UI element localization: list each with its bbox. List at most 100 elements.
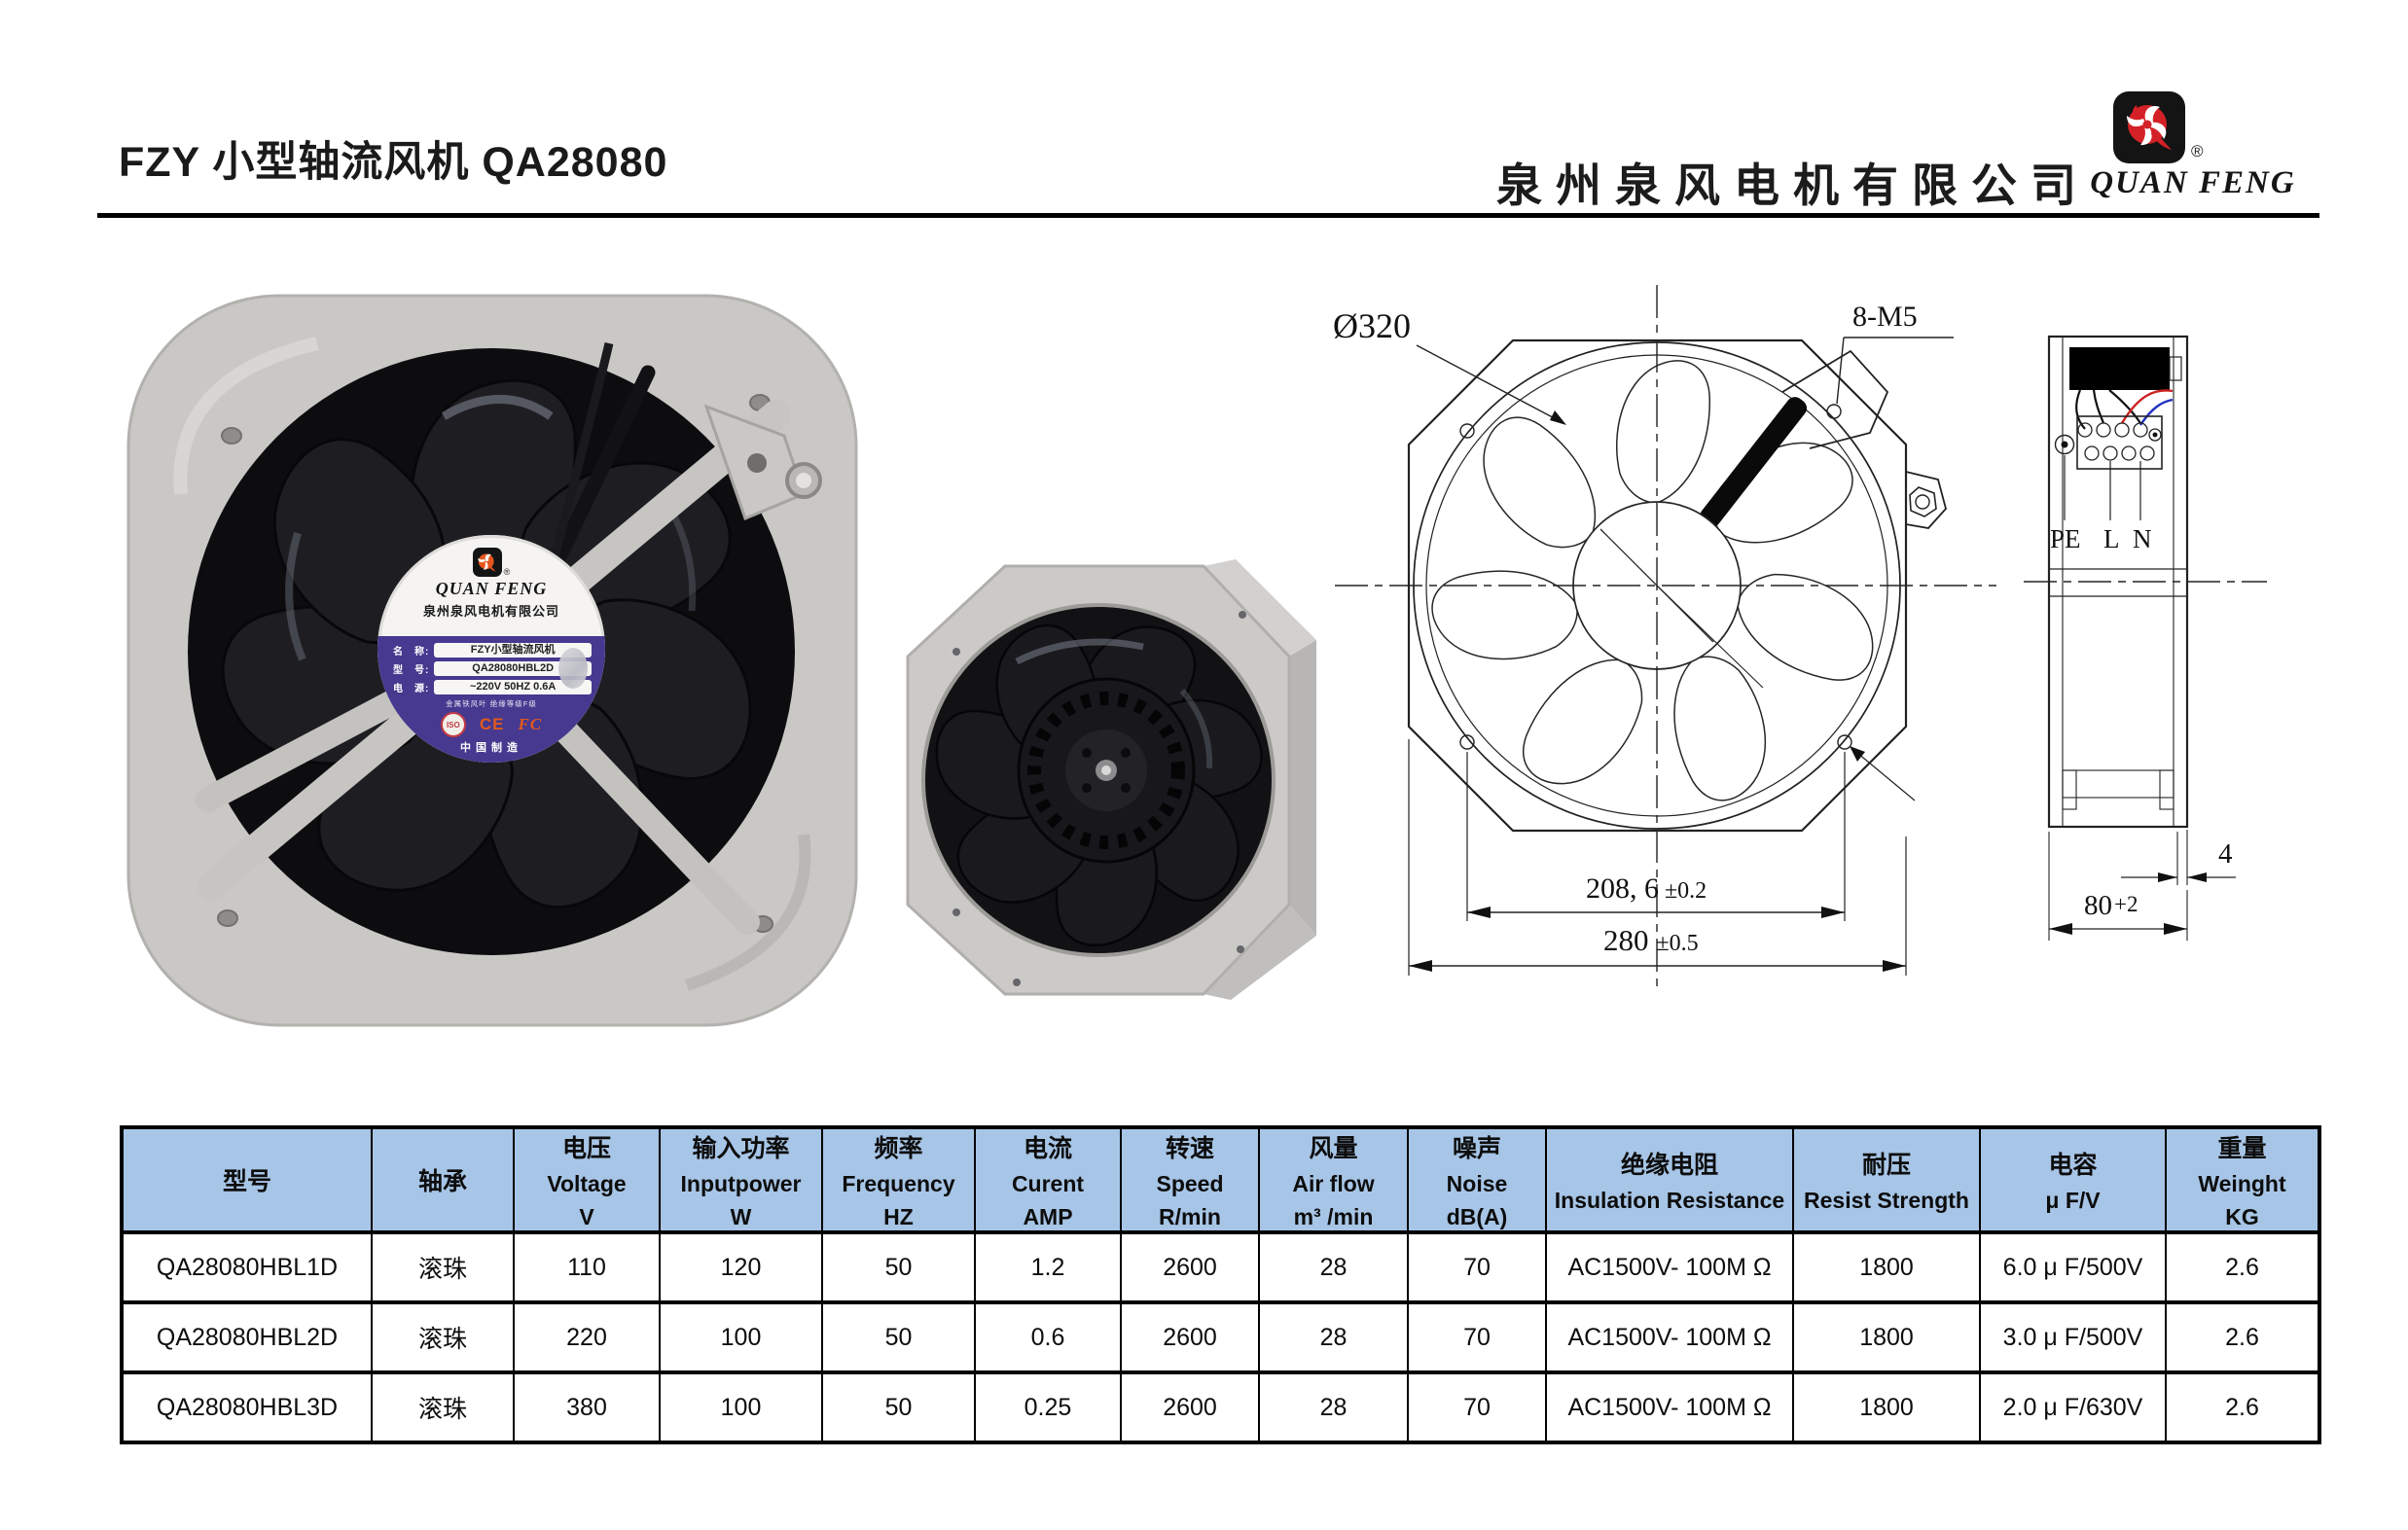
cad-blades [1431,360,1874,801]
holographic-sticker [558,648,588,689]
cell-voltage: 220 [513,1300,661,1373]
small-fan-photo [900,554,1318,1007]
quanfeng-logo-icon [2113,91,2185,163]
cell-bearing: 滚珠 [371,1230,515,1303]
cell-noise: 70 [1407,1370,1547,1443]
hub-company: 泉州泉风电机有限公司 [422,604,559,619]
cell-current: 1.2 [974,1230,1122,1303]
cell-inputpower: 120 [659,1230,823,1303]
cell-frequency: 50 [821,1370,976,1443]
hub-made-in: 中国制造 [460,742,522,754]
table-row: QA28080HBL2D 滚珠 220 100 50 0.6 2600 28 7… [121,1300,2320,1373]
hub-field-power: 电 源: ~220V 50HZ 0.6A [393,679,592,695]
cad-black-blade [1700,397,1808,528]
cell-weight: 2.6 [2165,1370,2320,1443]
large-fan-photo: ® QUAN FENG 泉州泉风电机有限公司 名 称: FZY小型轴流风机 型 … [123,290,862,1031]
side-view-cad: PE L N 4 80+2 [2024,335,2267,941]
ce-mark-icon: CE [479,715,505,733]
fan-logo-glyph [2127,105,2172,150]
cell-speed: 2600 [1120,1370,1260,1443]
table-row: QA28080HBL1D 滚珠 110 120 50 1.2 2600 28 7… [121,1230,2320,1303]
cell-current: 0.6 [974,1300,1122,1373]
table-row: QA28080HBL3D 滚珠 380 100 50 0.25 2600 28 … [121,1370,2320,1443]
iso-badge-icon: ISO [440,712,466,737]
cell-airflow: 28 [1258,1300,1409,1373]
cell-insulation: AC1500V- 100M Ω [1545,1300,1794,1373]
col-header-noise: 噪声 Noise dB(A) [1407,1126,1547,1234]
col-header-voltage: 电压 Voltage V [513,1126,661,1234]
col-header-frequency: 频率 Frequency HZ [821,1126,976,1234]
col-header-insulation: 绝缘电阻 Insulation Resistance [1545,1126,1794,1234]
cell-frequency: 50 [821,1300,976,1373]
cell-resist: 1800 [1792,1300,1981,1373]
col-header-current: 电流 Curent AMP [974,1126,1122,1234]
cell-bearing: 滚珠 [371,1370,515,1443]
registered-mark: ® [2191,142,2204,160]
hub-field-name: 名 称: FZY小型轴流风机 [393,642,592,658]
col-header-bearing: 轴承 [371,1126,515,1234]
col-header-speed: 转速 Speed R/min [1120,1126,1260,1234]
diameter-label: Ø320 [1333,306,1411,345]
brand-wordmark: QUAN FENG [2090,165,2296,200]
hub-logo-icon [472,548,502,577]
pitch-dimension: 208, 6 ±0.2 [1586,872,1707,905]
flange-dimension: 4 [2218,838,2233,870]
cell-frequency: 50 [821,1230,976,1303]
hub-field-model: 型 号: QA28080HBL2D [393,660,592,677]
cell-weight: 2.6 [2165,1230,2320,1303]
cell-airflow: 28 [1258,1370,1409,1443]
col-header-model: 型号 [121,1126,373,1234]
mount-ear-bracket [703,404,822,520]
col-header-capacitance: 电容 μ F/V [1979,1126,2167,1234]
hub-registered-mark: ® [503,567,511,577]
side-view-drawing: PE L N 4 80+2 [2024,287,2408,973]
spec-table: 型号 轴承 电压 Voltage V 输入功率 Inputpower W 频率 Frequ… [120,1125,2321,1444]
cell-capacitance: 6.0 μ F/500V [1979,1230,2167,1303]
cell-weight: 2.6 [2165,1300,2320,1373]
header-divider [97,213,2319,218]
table-header-row: 型号 轴承 电压 Voltage V 输入功率 Inputpower W 频率 Frequ… [121,1126,2320,1234]
hub-label: ® QUAN FENG 泉州泉风电机有限公司 名 称: FZY小型轴流风机 型 … [377,535,605,763]
cell-noise: 70 [1407,1230,1547,1303]
cell-model: QA28080HBL2D [121,1300,373,1373]
hub-note: 金属铁风叶 绝缘等级F级 [446,699,537,708]
front-view-cad: 208, 6 ±0.2 280 ±0.5 Ø320 8-M5 [1333,285,1996,989]
col-header-airflow: 风量 Air flow m³ /min [1258,1126,1409,1234]
cell-resist: 1800 [1792,1370,1981,1443]
brand-logo-block: ® QUAN FENG [2090,86,2314,202]
cell-voltage: 380 [513,1370,661,1443]
cell-speed: 2600 [1120,1300,1260,1373]
hub-label-top: ® QUAN FENG 泉州泉风电机有限公司 [377,548,605,620]
cell-model: QA28080HBL3D [121,1370,373,1443]
fcc-mark-icon: FC [518,715,543,733]
terminal-n-label: N [2133,524,2152,553]
cell-capacitance: 2.0 μ F/630V [1979,1370,2167,1443]
depth-dimension: 80+2 [2084,890,2138,921]
overall-dimension: 280 ±0.5 [1603,923,1699,957]
col-header-inputpower: 输入功率 Inputpower W [659,1126,823,1234]
cell-voltage: 110 [513,1230,661,1303]
hub-cert-marks: ISO CE FC [377,712,605,737]
holes-label: 8-M5 [1852,301,1918,333]
cell-capacitance: 3.0 μ F/500V [1979,1300,2167,1373]
cell-inputpower: 100 [659,1300,823,1373]
cell-insulation: AC1500V- 100M Ω [1545,1370,1794,1443]
terminal-pe-label: PE [2050,524,2081,553]
hub-brand: QUAN FENG [435,579,548,598]
cell-current: 0.25 [974,1370,1122,1443]
cell-bearing: 滚珠 [371,1300,515,1373]
cell-speed: 2600 [1120,1230,1260,1303]
col-header-weight: 重量 Weinght KG [2165,1126,2320,1234]
small-fan-image [906,559,1316,1000]
front-view-drawing: 208, 6 ±0.2 280 ±0.5 Ø320 8-M5 [1323,248,2004,1016]
cell-model: QA28080HBL1D [121,1230,373,1303]
cell-insulation: AC1500V- 100M Ω [1545,1230,1794,1303]
page-title: FZY 小型轴流风机 QA28080 [119,139,668,186]
small-fan-hub [1017,677,1196,864]
col-header-resist: 耐压 Resist Strength [1792,1126,1981,1234]
cell-airflow: 28 [1258,1230,1409,1303]
cell-inputpower: 100 [659,1370,823,1443]
terminal-l-label: L [2103,524,2120,553]
cell-noise: 70 [1407,1300,1547,1373]
